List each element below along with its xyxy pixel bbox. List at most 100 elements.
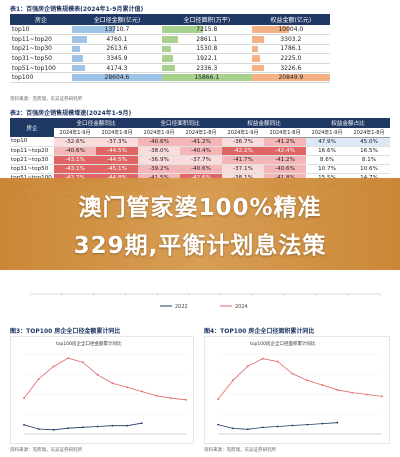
table-row: top100 28604.6 15866.1 20849.9 bbox=[10, 72, 330, 84]
group-header: 全口径金额同比 bbox=[54, 118, 138, 128]
amount-bar bbox=[72, 55, 83, 62]
banner-line-2: 329期,平衡计划息法策 bbox=[73, 233, 327, 259]
equity-cell: 2225.0 bbox=[251, 53, 330, 64]
data-point bbox=[126, 424, 128, 427]
area-bar bbox=[161, 55, 173, 62]
data-point bbox=[111, 424, 114, 427]
growth-cell: -43.1% bbox=[54, 155, 96, 165]
growth-cell: -40.6% bbox=[54, 146, 96, 156]
group-header: 权益金额占比 bbox=[306, 118, 390, 128]
growth-cell: -44.5% bbox=[96, 155, 138, 165]
equity-bar bbox=[251, 64, 264, 72]
growth-cell: -41.2% bbox=[264, 155, 306, 165]
data-point bbox=[246, 365, 249, 368]
growth-cell: -42.2% bbox=[222, 146, 264, 156]
data-point bbox=[82, 426, 84, 429]
chart3-title: 图3：TOP100 房企全口径金额累计同比 bbox=[10, 328, 121, 335]
company-tier: top21~top30 bbox=[10, 44, 72, 55]
growth-cell: -45.1% bbox=[96, 164, 138, 174]
sub-header: 2024年1-8月 bbox=[348, 128, 390, 138]
growth-cell: -38.0% bbox=[138, 146, 180, 156]
area-cell: 1922.1 bbox=[161, 53, 252, 64]
table-row: top31~top50 3345.9 1922.1 2225.0 bbox=[10, 53, 330, 64]
amount-bar bbox=[72, 36, 87, 43]
growth-cell: -36.7% bbox=[222, 137, 264, 147]
table-row: top21~top30 -43.1% -44.5% -36.9% -37.7% -41.7… bbox=[10, 155, 390, 165]
amount-bar bbox=[72, 74, 162, 82]
data-point bbox=[155, 394, 158, 397]
data-point bbox=[23, 397, 25, 400]
equity-value: 10004.0 bbox=[278, 26, 304, 34]
growth-cell: 10.7% bbox=[306, 164, 348, 174]
data-point bbox=[96, 425, 99, 428]
data-point bbox=[306, 379, 309, 382]
growth-cell: -42.4% bbox=[264, 146, 306, 156]
company-tier: top31~top50 bbox=[10, 53, 72, 64]
amount-cell: 13710.7 bbox=[72, 25, 162, 36]
data-point bbox=[306, 423, 309, 426]
col-header-company: 房企 bbox=[10, 14, 72, 25]
series-line bbox=[23, 357, 187, 401]
company-tier: top11~top20 bbox=[10, 146, 54, 156]
equity-bar bbox=[251, 55, 261, 62]
amount-bar bbox=[72, 64, 86, 72]
growth-cell: 45.0% bbox=[348, 137, 390, 147]
company-tier: top11~top20 bbox=[10, 34, 72, 45]
data-point bbox=[276, 360, 279, 363]
amount-cell: 4174.3 bbox=[72, 63, 162, 74]
data-point bbox=[140, 390, 143, 393]
company-tier: top21~top30 bbox=[10, 155, 54, 165]
sub-header: 2024年1-9月 bbox=[222, 128, 264, 138]
data-point bbox=[52, 365, 55, 368]
equity-cell: 1786.1 bbox=[251, 44, 330, 55]
data-point bbox=[170, 397, 173, 400]
legend-strip-chart: 2022 2024 bbox=[29, 293, 381, 310]
sub-header: 2024年1-8月 bbox=[180, 128, 222, 138]
growth-cell: -37.3% bbox=[96, 137, 138, 147]
table-row: top21~top30 2613.6 1530.8 1786.1 bbox=[10, 44, 330, 55]
sub-header: 2024年1-9月 bbox=[54, 128, 96, 138]
table2-title: 表2：百强房企销售规模增速(2024年1-9月) bbox=[10, 110, 132, 117]
equity-value: 3226.6 bbox=[280, 64, 302, 72]
growth-cell: -40.6% bbox=[138, 137, 180, 147]
growth-cell: -41.7% bbox=[222, 155, 264, 165]
data-point bbox=[126, 386, 128, 389]
col-header-amount: 全口径金额(亿元) bbox=[72, 14, 162, 25]
table-row: top11~top20 -40.6% -44.5% -38.0% -40.4% -42.2… bbox=[10, 146, 390, 156]
area-value: 7215.8 bbox=[196, 26, 218, 34]
equity-bar bbox=[251, 26, 290, 34]
growth-cell: -44.5% bbox=[96, 146, 138, 156]
amount-cell: 4760.1 bbox=[72, 34, 162, 45]
data-point bbox=[140, 422, 143, 425]
area-cell: 7215.8 bbox=[161, 25, 252, 36]
company-tier: top10 bbox=[10, 25, 72, 36]
growth-cell: -40.6% bbox=[180, 164, 222, 174]
growth-cell: 8.1% bbox=[348, 155, 390, 165]
equity-cell: 3226.6 bbox=[251, 63, 330, 74]
group-header: 全口径面积同比 bbox=[138, 118, 222, 128]
table-row: top31~top50 -43.1% -45.1% -39.2% -40.6% -37.1… bbox=[10, 164, 390, 174]
amount-value: 4174.3 bbox=[106, 64, 128, 72]
equity-cell: 3303.2 bbox=[251, 34, 330, 45]
growth-cell: -36.9% bbox=[138, 155, 180, 165]
growth-cell: 16.5% bbox=[348, 146, 390, 156]
sales-scale-table: 房企 全口径金额(亿元) 全口径面积(万平) 权益金额(亿元) top10 137… bbox=[10, 14, 330, 84]
company-tier: top31~top50 bbox=[10, 164, 54, 174]
amount-cell: 3345.9 bbox=[72, 53, 162, 64]
company-tier: top51~top100 bbox=[10, 63, 72, 74]
data-point bbox=[246, 428, 249, 431]
chart3-source: 资料来源：克而瑞，东吴证券研究所 bbox=[10, 448, 82, 453]
amount-value: 13710.7 bbox=[104, 26, 130, 34]
col-header-company: 房企 bbox=[10, 118, 54, 137]
data-point bbox=[232, 379, 234, 382]
legend-label: 2022 bbox=[175, 304, 188, 310]
chart4-source: 资料来源：克而瑞，东吴证券研究所 bbox=[204, 448, 276, 453]
table-row: top11~top20 4760.1 2861.1 3303.2 bbox=[10, 34, 330, 45]
data-point bbox=[321, 384, 324, 386]
data-point bbox=[67, 427, 70, 430]
growth-cell: -41.2% bbox=[264, 137, 306, 147]
area-cell: 2861.1 bbox=[161, 34, 252, 45]
area-cell: 2336.3 bbox=[161, 63, 252, 74]
data-point bbox=[261, 357, 264, 360]
